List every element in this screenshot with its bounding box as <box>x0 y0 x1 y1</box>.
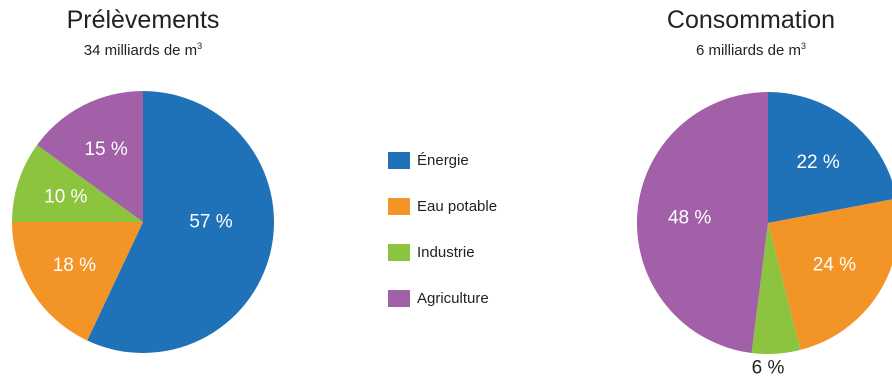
legend-swatch-industrie <box>388 243 410 261</box>
pie-label-agriculture: 15 % <box>84 139 127 160</box>
pie-slice-energie <box>768 92 892 223</box>
legend-label-eau-potable: Eau potable <box>417 197 498 215</box>
pie-label-eau-potable: 24 % <box>813 255 856 276</box>
pie-label-industrie: 6 % <box>752 358 785 376</box>
pie-label-industrie: 10 % <box>44 186 87 207</box>
chart-subtitle-consommation: 6 milliards de m3 <box>695 41 807 60</box>
pie-slice-agriculture <box>37 91 143 222</box>
chart-subtitle-prelevements: 34 milliards de m3 <box>83 41 203 60</box>
pie-label-eau-potable: 18 % <box>53 255 96 276</box>
legend-swatch-eau-potable <box>388 197 410 215</box>
legend-label-industrie: Industrie <box>417 243 475 261</box>
legend-swatch-energie <box>388 151 410 169</box>
legend-label-energie: Énergie <box>417 151 469 169</box>
legend-item-eau-potable: Eau potable <box>388 196 568 216</box>
pie-label-agriculture: 48 % <box>668 208 711 229</box>
pie-label-energie: 57 % <box>189 212 232 233</box>
legend-item-industrie: Industrie <box>388 242 568 262</box>
pie-slice-industrie <box>751 223 801 355</box>
legend-label-agriculture: Agriculture <box>417 289 489 307</box>
legend-swatch-agriculture <box>388 289 410 307</box>
pie-label-energie: 22 % <box>796 152 839 173</box>
legend: Énergie Eau potable Industrie Agricultur… <box>388 150 568 334</box>
legend-item-energie: Énergie <box>388 150 568 170</box>
chart-title-prelevements: Prélèvements <box>66 6 220 34</box>
pie-slice-agriculture <box>636 92 768 353</box>
pie-slice-eau-potable <box>768 199 892 350</box>
chart-title-consommation: Consommation <box>666 6 836 34</box>
pie-slice-industrie <box>12 145 143 222</box>
pie-slice-eau-potable <box>12 222 143 341</box>
legend-item-agriculture: Agriculture <box>388 288 568 308</box>
pie-slice-energie <box>87 91 275 354</box>
